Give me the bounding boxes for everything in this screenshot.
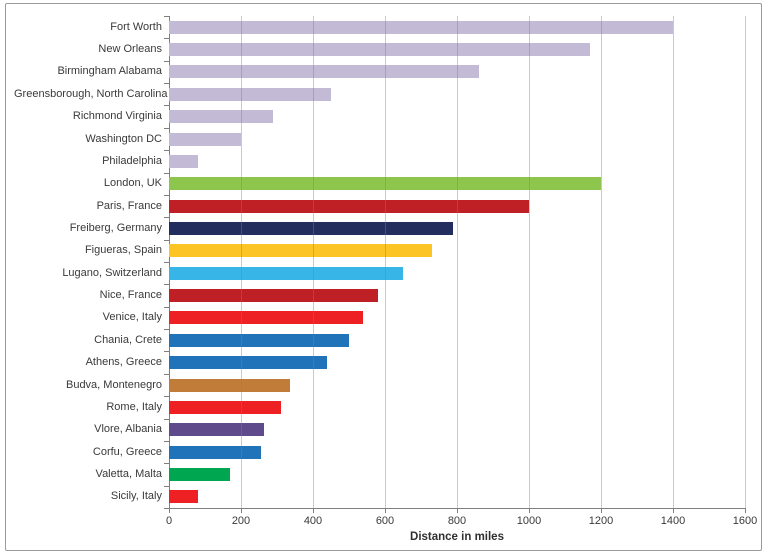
y-tick-mark-21 xyxy=(164,486,169,487)
y-tick-mark-3 xyxy=(164,83,169,84)
gridline-400 xyxy=(313,16,314,508)
category-label: Sicily, Italy xyxy=(110,490,162,502)
gridline-200 xyxy=(241,16,242,508)
y-tick-mark-7 xyxy=(164,173,169,174)
x-tick-label-0: 0 xyxy=(165,515,173,527)
y-tick-mark-11 xyxy=(164,262,169,263)
bar-richmond-virginia xyxy=(169,110,273,124)
bar-chania-crete xyxy=(169,333,349,347)
x-tick-label-1400: 1400 xyxy=(660,515,686,527)
y-tick-mark-8 xyxy=(164,195,169,196)
y-tick-mark-1 xyxy=(164,38,169,39)
gridline-1200 xyxy=(601,16,602,508)
x-tick-mark-400 xyxy=(313,509,314,513)
bar-sicily-italy xyxy=(169,490,198,504)
category-label: Rome, Italy xyxy=(106,401,162,413)
y-tick-mark-12 xyxy=(164,284,169,285)
x-tick-label-600: 600 xyxy=(375,515,395,527)
bar-philadelphia xyxy=(169,154,198,168)
category-label: Lugano, Switzerland xyxy=(62,267,162,279)
category-label: Paris, France xyxy=(96,200,162,212)
x-tick-label-1200: 1200 xyxy=(588,515,614,527)
x-tick-label-400: 400 xyxy=(303,515,323,527)
gridline-600 xyxy=(385,16,386,508)
bar-fort-worth xyxy=(169,20,673,34)
gridline-800 xyxy=(457,16,458,508)
y-tick-mark-14 xyxy=(164,329,169,330)
category-label: Washington DC xyxy=(85,133,162,145)
y-tick-mark-9 xyxy=(164,217,169,218)
y-tick-mark-6 xyxy=(164,150,169,151)
category-label: Freiberg, Germany xyxy=(69,222,162,234)
category-label: Corfu, Greece xyxy=(92,446,162,458)
y-tick-mark-5 xyxy=(164,128,169,129)
bar-venice-italy xyxy=(169,311,363,325)
bar-paris-france xyxy=(169,199,529,213)
x-tick-mark-1600 xyxy=(745,509,746,513)
category-label: Richmond Virginia xyxy=(72,110,162,122)
x-tick-mark-200 xyxy=(241,509,242,513)
x-tick-label-800: 800 xyxy=(447,515,467,527)
bar-nice-france xyxy=(169,289,378,303)
chart-border: Fort Worth New Orleans Birmingham Alabama G… xyxy=(5,3,762,551)
category-label: Chania, Crete xyxy=(94,334,162,346)
bar-freiberg-germany xyxy=(169,221,453,235)
y-axis-line xyxy=(169,16,170,509)
y-tick-mark-0 xyxy=(164,16,169,17)
bar-london-uk xyxy=(169,177,601,191)
x-tick-mark-0 xyxy=(169,509,170,513)
y-tick-mark-22 xyxy=(164,508,169,509)
x-tick-mark-800 xyxy=(457,509,458,513)
category-label: Vlore, Albania xyxy=(94,423,162,435)
x-axis-title: Distance in miles xyxy=(410,531,504,543)
category-label: Venice, Italy xyxy=(102,311,162,323)
category-label: Budva, Montenegro xyxy=(65,379,162,391)
bar-athens-greece xyxy=(169,356,327,370)
y-tick-mark-2 xyxy=(164,61,169,62)
bar-lugano-switzerland xyxy=(169,266,403,280)
x-tick-label-1000: 1000 xyxy=(516,515,542,527)
y-tick-mark-19 xyxy=(164,441,169,442)
bar-washington-dc xyxy=(169,132,241,146)
category-label: Figueras, Spain xyxy=(84,244,162,256)
bar-corfu-greece xyxy=(169,445,261,459)
bar-greensborough-north-carolina xyxy=(169,87,331,101)
plot-area xyxy=(169,16,746,508)
x-tick-mark-600 xyxy=(385,509,386,513)
category-label: Greensborough, North Carolina xyxy=(14,88,168,100)
y-tick-mark-4 xyxy=(164,105,169,106)
bar-rome-italy xyxy=(169,400,281,414)
category-label: Nice, France xyxy=(99,289,162,301)
bar-valetta-malta xyxy=(169,467,230,481)
gridline-1000 xyxy=(529,16,530,508)
y-tick-mark-16 xyxy=(164,374,169,375)
x-tick-label-200: 200 xyxy=(231,515,251,527)
y-tick-mark-13 xyxy=(164,307,169,308)
y-tick-mark-10 xyxy=(164,240,169,241)
y-tick-mark-15 xyxy=(164,351,169,352)
x-tick-mark-1200 xyxy=(601,509,602,513)
category-label: New Orleans xyxy=(98,43,162,55)
bar-new-orleans xyxy=(169,43,590,57)
bar-birmingham-alabama xyxy=(169,65,479,79)
bar-budva-montenegro xyxy=(169,378,290,392)
category-label: Philadelphia xyxy=(102,155,162,167)
y-tick-mark-17 xyxy=(164,396,169,397)
bar-vlore-albania xyxy=(169,423,264,437)
category-label: Fort Worth xyxy=(110,21,162,33)
x-axis-line xyxy=(169,508,746,509)
bar-figueras-spain xyxy=(169,244,432,258)
y-tick-mark-20 xyxy=(164,463,169,464)
x-tick-mark-1000 xyxy=(529,509,530,513)
gridline-1400 xyxy=(673,16,674,508)
gridline-1600 xyxy=(745,16,746,508)
category-label: Valetta, Malta xyxy=(95,468,162,480)
x-tick-mark-1400 xyxy=(673,509,674,513)
y-tick-mark-18 xyxy=(164,419,169,420)
category-label: Birmingham Alabama xyxy=(57,65,162,77)
category-label: Athens, Greece xyxy=(85,356,162,368)
x-tick-label-1600: 1600 xyxy=(732,515,758,527)
category-label: London, UK xyxy=(103,177,162,189)
